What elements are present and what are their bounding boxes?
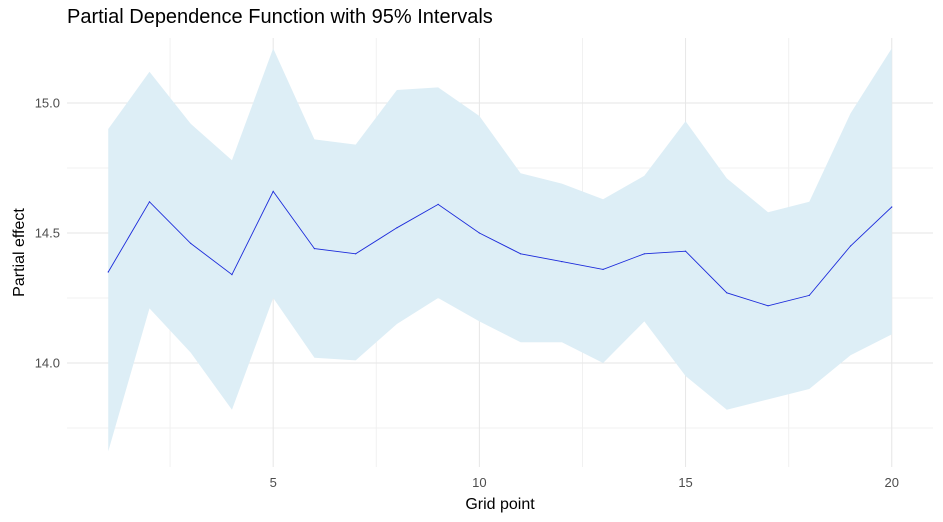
data-point bbox=[891, 206, 893, 208]
data-point bbox=[808, 294, 810, 296]
data-point bbox=[561, 261, 563, 263]
data-points bbox=[107, 190, 893, 307]
data-point bbox=[231, 274, 233, 276]
x-tick-label: 5 bbox=[270, 475, 277, 490]
data-point bbox=[849, 245, 852, 247]
data-point bbox=[437, 203, 439, 205]
x-tick-label: 20 bbox=[885, 475, 899, 490]
chart-title: Partial Dependence Function with 95% Int… bbox=[67, 6, 493, 28]
data-point bbox=[148, 201, 151, 203]
x-tick-label: 10 bbox=[472, 475, 486, 490]
x-tick-label: 15 bbox=[678, 475, 692, 490]
data-point bbox=[272, 190, 274, 192]
y-axis-title: Partial effect bbox=[11, 208, 28, 297]
data-point bbox=[602, 268, 604, 270]
y-tick-label: 14.0 bbox=[35, 356, 60, 371]
data-point bbox=[726, 292, 728, 294]
x-axis-ticks: 5 10 15 20 bbox=[270, 475, 899, 490]
y-tick-label: 15.0 bbox=[35, 96, 60, 111]
data-point bbox=[478, 232, 480, 234]
confidence-interval-band bbox=[108, 48, 892, 452]
data-point bbox=[767, 305, 769, 307]
data-point bbox=[684, 250, 687, 252]
partial-effect-line bbox=[107, 190, 893, 307]
data-point bbox=[190, 242, 192, 244]
y-axis-ticks: 14.0 14.5 15.0 bbox=[35, 96, 60, 371]
x-axis-title: Grid point bbox=[465, 496, 535, 513]
data-point bbox=[355, 253, 357, 255]
data-point bbox=[396, 227, 398, 229]
y-tick-label: 14.5 bbox=[35, 226, 60, 241]
data-point bbox=[313, 248, 316, 250]
data-point bbox=[643, 253, 645, 255]
data-point bbox=[107, 271, 109, 273]
data-point bbox=[520, 253, 522, 255]
